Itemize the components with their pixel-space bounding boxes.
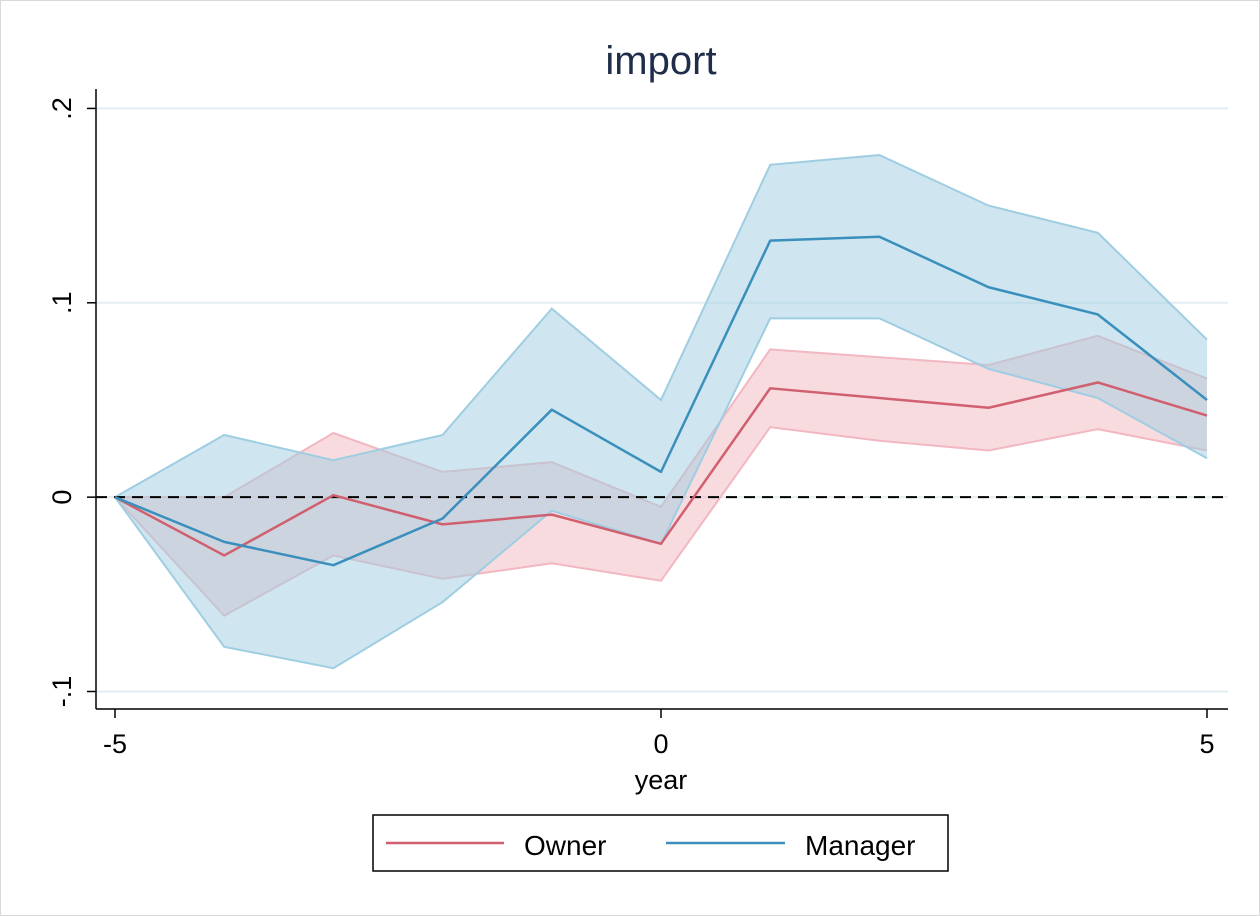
legend: Owner Manager	[372, 814, 949, 872]
x-axis-title: year	[635, 765, 688, 795]
legend-label-manager: Manager	[805, 830, 916, 861]
x-tick-label: -5	[103, 729, 127, 759]
axes: -.1 0 .1 .2 -5 0 5	[47, 89, 1228, 759]
y-tick-label: .2	[47, 97, 77, 120]
series-line-manager	[114, 235, 1208, 567]
series-lines	[114, 235, 1208, 567]
y-tick-label: .1	[47, 292, 77, 315]
chart-title: import	[605, 39, 716, 83]
series-line-owner	[114, 381, 1208, 557]
y-tick-label: -.1	[47, 676, 77, 708]
y-tick-label: 0	[47, 490, 77, 505]
confidence-bands	[114, 154, 1208, 670]
ci-upper-manager	[114, 154, 1208, 499]
ci-band-manager	[115, 155, 1207, 669]
legend-label-owner: Owner	[524, 830, 606, 861]
x-tick-label: 5	[1199, 729, 1214, 759]
x-tick-label: 0	[653, 729, 668, 759]
